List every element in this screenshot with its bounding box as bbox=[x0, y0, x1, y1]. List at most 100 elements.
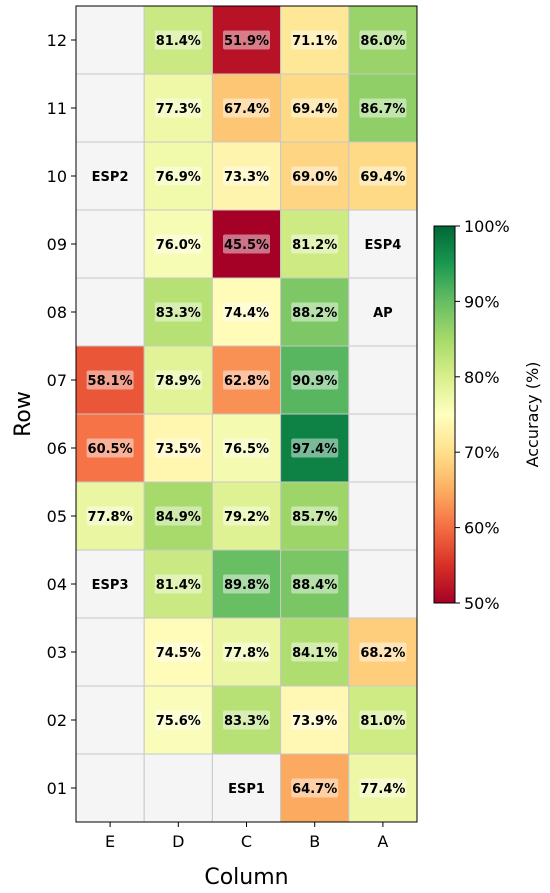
heatmap-cell-01-B bbox=[280, 753, 350, 823]
cell-label-01-B: 64.7% bbox=[292, 782, 337, 797]
heatmap-cell-05-A bbox=[348, 481, 418, 551]
cell-label-09-D: 76.0% bbox=[156, 238, 201, 253]
y-axis-title: Row bbox=[11, 391, 36, 437]
cell-label-01-A: 77.4% bbox=[360, 782, 405, 797]
cell-label-06-B: 97.4% bbox=[292, 442, 337, 457]
cell-label-11-D: 77.3% bbox=[156, 102, 201, 117]
cell-label-bg-03-C bbox=[223, 642, 270, 662]
y-tick-label-04: 04 bbox=[47, 575, 67, 594]
cell-label-08-D: 83.3% bbox=[156, 306, 201, 321]
cell-label-09-C: 45.5% bbox=[224, 238, 269, 253]
cell-label-bg-02-B bbox=[291, 710, 339, 730]
cell-label-10-B: 69.0% bbox=[292, 170, 337, 185]
heatmap-cell-05-D bbox=[143, 481, 213, 551]
cell-label-bg-05-E bbox=[86, 506, 134, 526]
cell-label-06-E: 60.5% bbox=[88, 442, 133, 457]
heatmap-cell-10-D bbox=[143, 141, 213, 211]
x-axis-title: Column bbox=[204, 865, 288, 890]
cell-label-bg-01-B bbox=[291, 778, 339, 798]
cell-label-03-A: 68.2% bbox=[360, 646, 405, 661]
colorbar bbox=[433, 225, 456, 604]
colorbar-ticks: 50% 60% 70% 80% 90% 100% bbox=[455, 217, 510, 613]
cell-label-10-A: 69.4% bbox=[360, 170, 405, 185]
cell-label-bg-07-C bbox=[223, 370, 270, 390]
cell-label-bg-12-B bbox=[291, 30, 339, 50]
cell-label-07-C: 62.8% bbox=[224, 374, 269, 389]
y-tick-label-03: 03 bbox=[47, 643, 67, 662]
cell-label-bg-03-D bbox=[154, 642, 202, 662]
cell-label-bg-03-B bbox=[291, 642, 339, 662]
cell-label-bg-12-C bbox=[223, 30, 270, 50]
cell-label-bg-04-B bbox=[291, 574, 339, 594]
colorbar-tick-label-4: 90% bbox=[464, 292, 500, 311]
heatmap-cell-08-C bbox=[211, 277, 282, 347]
cell-label-bg-09-B bbox=[291, 234, 339, 254]
cell-label-06-D: 73.5% bbox=[156, 442, 201, 457]
cell-label-08-C: 74.4% bbox=[224, 306, 269, 321]
cell-label-bg-11-C bbox=[223, 98, 270, 118]
cell-label-07-E: 58.1% bbox=[88, 374, 133, 389]
heatmap-cells bbox=[75, 5, 418, 823]
x-tick-label-A: A bbox=[377, 832, 388, 851]
cell-label-03-D: 74.5% bbox=[156, 646, 201, 661]
cell-label-bg-10-D bbox=[154, 166, 202, 186]
x-tick-label-E: E bbox=[105, 832, 115, 851]
heatmap-cell-12-C bbox=[211, 5, 282, 75]
heatmap-cell-07-E bbox=[75, 345, 145, 415]
cell-label-bg-02-A bbox=[359, 710, 407, 730]
cell-label-02-A: 81.0% bbox=[360, 714, 405, 729]
cell-label-05-C: 79.2% bbox=[224, 510, 269, 525]
cell-label-bg-05-B bbox=[291, 506, 339, 526]
y-tick-label-10: 10 bbox=[47, 167, 67, 186]
cell-label-04-B: 88.4% bbox=[292, 578, 337, 593]
cell-label-bg-08-C bbox=[223, 302, 270, 322]
cell-label-bg-11-B bbox=[291, 98, 339, 118]
cell-label-bg-09-D bbox=[154, 234, 202, 254]
heatmap-cell-02-D bbox=[143, 685, 213, 755]
heatmap-cell-09-E bbox=[75, 209, 145, 279]
cell-labels: 81.4% 51.9% 71.1% 86.0% 77.3% 67.4% 69.4% 86.7%… bbox=[86, 30, 407, 798]
heatmap-cell-06-A bbox=[348, 413, 418, 483]
heatmap-cell-10-B bbox=[280, 141, 350, 211]
cell-label-bg-07-D bbox=[154, 370, 202, 390]
heatmap-cell-12-D bbox=[143, 5, 213, 75]
cell-label-05-E: 77.8% bbox=[88, 510, 133, 525]
cell-label-bg-07-B bbox=[291, 370, 339, 390]
heatmap-cell-03-C bbox=[211, 617, 282, 687]
cell-label-bg-10-B bbox=[291, 166, 339, 186]
cell-label-08-A: AP bbox=[373, 306, 393, 321]
cell-label-09-A: ESP4 bbox=[364, 238, 401, 253]
heatmap-cell-11-E bbox=[75, 73, 145, 143]
heatmap-cell-11-A bbox=[348, 73, 418, 143]
heatmap-cell-04-A bbox=[348, 549, 418, 619]
x-tick-label-D: D bbox=[172, 832, 184, 851]
colorbar-tick-label-0: 50% bbox=[464, 594, 500, 613]
heatmap-cell-03-D bbox=[143, 617, 213, 687]
heatmap-cell-01-C bbox=[211, 753, 282, 823]
y-axis-ticks: 12 11 10 09 08 07 06 05 04 03 02 01 bbox=[47, 31, 76, 798]
x-tick-label-B: B bbox=[309, 832, 320, 851]
heatmap-cell-06-D bbox=[143, 413, 213, 483]
heatmap-cell-07-A bbox=[348, 345, 418, 415]
cell-label-bg-06-D bbox=[154, 438, 202, 458]
cell-label-bg-06-E bbox=[86, 438, 134, 458]
cell-label-03-C: 77.8% bbox=[224, 646, 269, 661]
cell-label-01-C: ESP1 bbox=[228, 782, 265, 797]
cell-label-bg-06-C bbox=[223, 438, 270, 458]
cell-label-08-B: 88.2% bbox=[292, 306, 337, 321]
colorbar-tick-label-1: 60% bbox=[464, 519, 500, 538]
y-tick-label-06: 06 bbox=[47, 439, 67, 458]
cell-label-bg-10-C bbox=[223, 166, 270, 186]
cell-label-bg-04-D bbox=[154, 574, 202, 594]
cell-label-bg-05-D bbox=[154, 506, 202, 526]
cell-label-09-B: 81.2% bbox=[292, 238, 337, 253]
cell-label-02-C: 83.3% bbox=[224, 714, 269, 729]
y-tick-label-07: 07 bbox=[47, 371, 67, 390]
cell-label-bg-04-C bbox=[223, 574, 270, 594]
cell-label-05-D: 84.9% bbox=[156, 510, 201, 525]
heatmap-cell-04-C bbox=[211, 549, 282, 619]
cell-label-bg-02-C bbox=[223, 710, 270, 730]
cell-label-12-A: 86.0% bbox=[360, 34, 405, 49]
